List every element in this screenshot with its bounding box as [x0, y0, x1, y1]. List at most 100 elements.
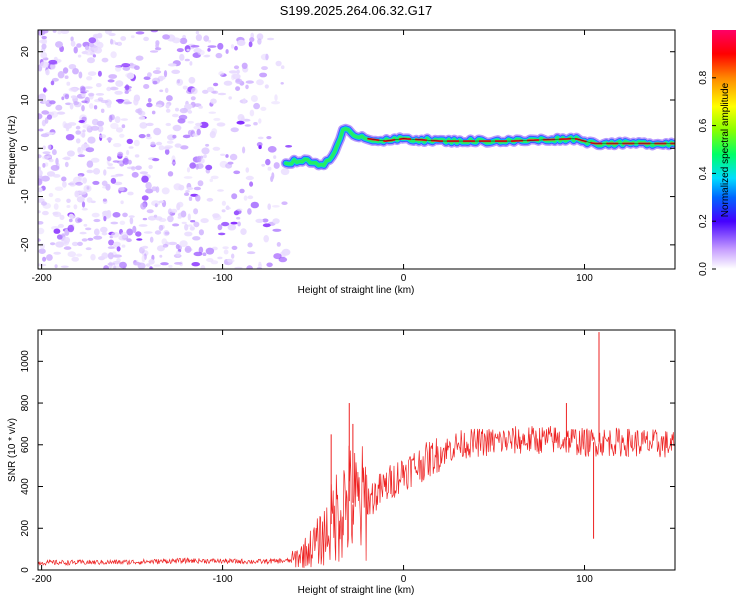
spectrogram-noise-blob: [38, 221, 44, 225]
spectrogram-noise-blob: [278, 256, 288, 263]
spectrogram-noise-blob: [42, 151, 51, 155]
spectrogram-noise-blob: [82, 129, 86, 133]
colorbar: 0.0 0.2 0.4 0.6 0.8 Normalized spectral ampl…: [698, 30, 736, 276]
spectrogram-noise-blob: [246, 251, 256, 255]
spectrogram-noise-blob: [193, 186, 201, 191]
spectrogram-noise-blob: [149, 236, 154, 243]
spectrogram-noise-blob: [86, 197, 93, 203]
spectrogram-noise-blob: [188, 76, 196, 84]
spectrogram-noise-blob: [38, 210, 41, 214]
spectrogram-noise-blob: [127, 191, 134, 196]
spectrogram-noise-blob: [70, 40, 76, 47]
spectrogram-noise-blob: [207, 45, 217, 48]
spectrogram-noise-blob: [198, 246, 204, 254]
spectrogram-noise-blob: [231, 245, 238, 250]
spectrogram-noise-blob: [247, 208, 252, 215]
spectrogram-noise-blob: [223, 249, 229, 255]
spectrogram-noise-blob: [212, 146, 221, 151]
spectrogram-noise-blob: [84, 45, 90, 50]
spectrogram-noise-blob: [63, 123, 72, 129]
spectrogram-noise-blob: [264, 84, 269, 89]
spectrogram-noise-blob: [107, 79, 115, 83]
spectrogram-noise-blob: [106, 156, 112, 162]
spectrogram-noise-blob: [91, 212, 100, 218]
spectrogram-noise-blob: [120, 200, 124, 205]
spectrogram-noise-blob: [82, 124, 91, 129]
spectrogram-noise-blob: [133, 98, 139, 106]
spectrogram-noise-blob: [190, 45, 200, 48]
snr-x-tick-label: -100: [213, 574, 233, 585]
spectrogram-noise-blob: [71, 241, 79, 247]
spectrogram-noise-blob: [85, 227, 92, 231]
spectrogram-noise-blob: [197, 180, 204, 187]
spectrogram-noise-blob: [244, 124, 251, 127]
spectrogram-noise-blob: [135, 31, 145, 35]
spectrogram-noise-blob: [184, 58, 190, 62]
spectrogram-noise-blob: [91, 118, 99, 126]
spectrogram-noise-blob: [38, 227, 45, 235]
spectrogram-noise-blob: [209, 178, 214, 183]
spectrogram-noise-blob: [38, 113, 43, 120]
spectrogram-noise-blob: [165, 104, 170, 109]
spectrogram-noise-blob: [87, 237, 94, 241]
spectrogram-noise-blob: [143, 231, 153, 234]
spectrogram-y-tick-label: 0: [20, 145, 31, 151]
spectrogram-noise-blob: [181, 221, 187, 225]
spectrogram-noise-blob: [145, 188, 154, 194]
spectrogram-noise-blob: [179, 240, 188, 248]
spectrogram-noise-blob: [86, 169, 94, 174]
spectrogram-noise-blob: [43, 87, 47, 93]
spectrogram-noise-blob: [182, 134, 191, 139]
spectrogram-noise-blob: [67, 251, 77, 258]
spectrogram-noise-blob: [167, 215, 174, 223]
spectrogram-noise-blob: [86, 76, 93, 81]
spectrogram-noise-blob: [47, 144, 52, 150]
spectrogram-noise-blob: [46, 254, 53, 261]
spectrogram-noise-blob: [108, 239, 115, 246]
spectrogram-noise-blob: [52, 30, 57, 33]
spectrogram-noise-blob: [245, 167, 250, 173]
spectrogram-noise-blob: [245, 84, 249, 90]
spectrogram-noise-blob: [55, 41, 63, 48]
spectrogram-y-label: Frequency (Hz): [7, 116, 18, 185]
spectrogram-noise-blob: [55, 157, 59, 165]
snr-y-label: SNR (10 * v/v): [7, 418, 18, 482]
spectrogram-noise-blob: [87, 71, 97, 76]
spectrogram-noise-blob: [54, 264, 58, 269]
spectrogram-noise-blob: [259, 72, 268, 78]
spectrogram-noise-blob: [92, 54, 96, 58]
spectrogram-noise-blob: [126, 149, 130, 156]
spectrogram-noise-blob: [92, 168, 101, 175]
spectrogram-noise-blob: [46, 171, 56, 177]
spectrogram-noise-blob: [100, 226, 108, 233]
spectrogram-noise-blob: [199, 121, 209, 129]
spectrogram-noise-blob: [212, 213, 220, 219]
spectrogram-noise-blob: [72, 87, 78, 93]
spectrogram-noise-blob: [260, 106, 267, 111]
spectrogram-noise-blob: [45, 69, 50, 76]
colorbar-ticks: 0.0 0.2 0.4 0.6 0.8: [698, 70, 716, 276]
spectrogram-noise-blob: [54, 186, 64, 191]
spectrogram-noise-blob: [133, 262, 142, 266]
spectrogram-noise-blob: [112, 160, 120, 163]
spectrogram-noise-blob: [42, 100, 49, 104]
spectrogram-noise-blob: [230, 127, 239, 133]
spectrogram-x-tick-label: -200: [32, 273, 52, 284]
spectrogram-noise-blob: [83, 185, 92, 192]
spectrogram-noise-blob: [143, 76, 151, 80]
spectrogram-noise-blob: [248, 41, 253, 48]
spectrogram-noise-blob: [119, 133, 125, 138]
spectrogram-noise-blob: [191, 262, 200, 267]
spectrogram-noise-blob: [217, 189, 224, 192]
spectrogram-noise-blob: [250, 201, 259, 209]
spectrogram-noise-blob: [77, 54, 82, 58]
spectrogram-noise-blob: [48, 158, 54, 163]
spectrogram-noise-blob: [38, 154, 42, 159]
spectrogram-noise-blob: [64, 161, 69, 168]
spectrogram-noise-blob: [142, 217, 148, 221]
spectrogram-noise-blob: [148, 164, 153, 170]
spectrogram-noise-blob: [75, 181, 83, 186]
spectrogram-noise-blob: [93, 47, 103, 54]
spectrogram-noise-blob: [172, 124, 182, 132]
spectrogram-noise-blob: [159, 254, 163, 258]
